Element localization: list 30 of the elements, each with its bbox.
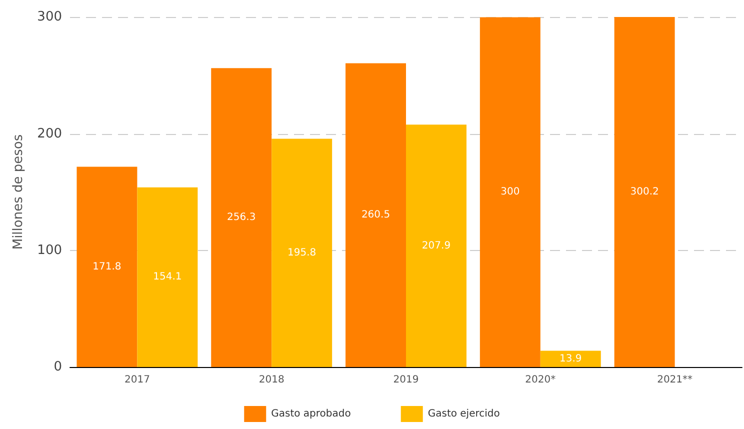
bar [540, 350, 601, 367]
data-label: 171.8 [92, 261, 122, 272]
bar [346, 63, 406, 367]
legend-label: Gasto ejercido [428, 408, 500, 420]
y-tick-label: 100 [37, 242, 62, 258]
y-tick-label: 300 [37, 10, 62, 25]
bar [614, 17, 675, 367]
data-label: 260.5 [361, 210, 390, 221]
bar [137, 187, 198, 367]
x-tick-label: 2019 [393, 374, 419, 386]
bar [272, 138, 332, 367]
x-tick-label: 2018 [258, 374, 284, 386]
y-axis-title: Millones de pesos [11, 134, 26, 250]
bar [480, 17, 540, 367]
data-label: 300.2 [630, 186, 659, 198]
data-label: 13.9 [560, 353, 582, 364]
data-label: 195.8 [288, 247, 316, 258]
y-tick-label: 200 [37, 126, 62, 142]
x-tick-label: 2021** [657, 374, 693, 386]
legend-label: Gasto aprobado [271, 408, 351, 420]
data-label: 207.9 [422, 240, 451, 252]
bar [211, 68, 272, 367]
bar [76, 166, 138, 367]
data-label: 154.1 [153, 272, 182, 283]
x-tick-label: 2020* [525, 374, 556, 386]
bar [406, 124, 466, 367]
x-tick-label: 2017 [124, 374, 150, 386]
data-label: 300 [500, 186, 520, 198]
y-tick-label: 0 [54, 360, 62, 374]
data-label: 256.3 [227, 212, 256, 224]
